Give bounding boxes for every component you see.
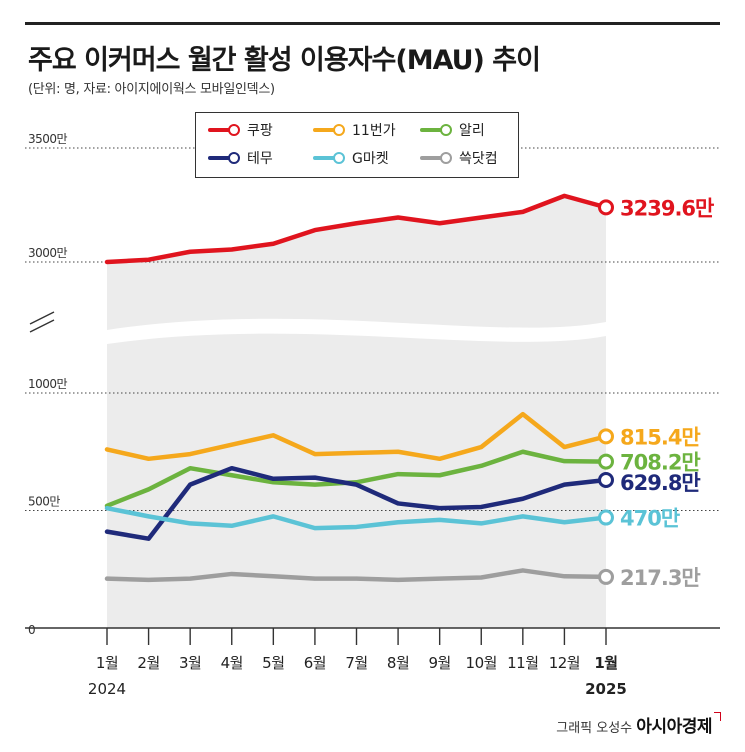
series-end-label: 3239.6만 [620,196,714,220]
legend-label: 쿠팡 [247,123,273,139]
series-line [104,465,609,541]
legend-swatch-icon [208,151,242,165]
legend-item: 테무 [208,148,273,168]
legend-label: 테무 [247,151,273,167]
x-tick-label: 1월 [594,654,617,672]
legend-item: 쿠팡 [208,120,273,140]
legend-item: 쓱닷컴 [420,148,498,168]
x-tick-label: 5월 [262,654,284,672]
series-line [104,411,609,462]
chart-title: 주요 이커머스 월간 활성 이용자수(MAU) 추이 [28,45,541,76]
series-end-marker [598,568,614,585]
top-rule [25,22,720,25]
x-tick-label: 1월 [96,654,118,672]
series-end-marker [598,509,614,526]
legend-swatch-icon [420,123,454,137]
legend-label: G마켓 [352,151,389,167]
series-line [104,505,609,531]
legend-swatch-icon [208,123,242,137]
series-lines [104,193,614,585]
axis-break-mark [29,311,55,325]
brand-name: 아시아경제 [636,717,712,737]
legend-swatch-icon [420,151,454,165]
x-tick-label: 8월 [387,654,409,672]
upper-panel-fill [107,195,606,330]
series-end-label: 217.3만 [620,566,700,590]
series-line [104,193,609,265]
axis-break-mark [29,319,55,333]
x-tick-label: 3월 [179,654,201,672]
legend-item: G마켓 [313,148,389,168]
series-end-marker [598,428,614,445]
credit: 그래픽 오성수 아시아경제 [556,712,721,737]
series-line [104,568,609,583]
series-end-marker [598,471,614,488]
y-tick-label: 3000만 [28,246,68,260]
series-end-label: 708.2만 [620,451,700,475]
x-tick-label: 11월 [507,654,538,672]
legend-item: 알리 [420,120,485,140]
legend-label: 알리 [459,123,485,139]
x-tick-label: 6월 [304,654,326,672]
year-label-start: 2024 [88,680,126,698]
legend-label: 11번가 [352,123,396,139]
x-tick-label: 12월 [549,654,580,672]
chart-subtitle: (단위: 명, 자료: 아이지에이웍스 모바일인덱스) [28,82,275,97]
legend-swatch-icon [313,151,347,165]
series-end-label: 470만 [620,507,680,531]
series-end-marker [598,199,614,216]
series-end-label: 815.4만 [620,425,700,449]
series-end-label: 629.8만 [620,471,700,495]
brand-mark-icon [714,712,721,721]
grid-lines [25,147,720,645]
y-tick-label: 0 [28,623,35,637]
legend-item: 11번가 [313,120,396,140]
series-end-marker [598,453,614,470]
x-tick-label: 4월 [221,654,243,672]
y-tick-label: 1000만 [28,377,68,391]
x-tick-label: 7월 [345,654,367,672]
x-tick-label: 9월 [428,654,450,672]
y-tick-label: 500만 [28,495,60,509]
axis-labels: 3500만 3000만 1000만 500만 0 1월 2월 3월 4월 5월 6월 7월 8월 9월 10… [28,132,627,698]
x-tick-label: 10월 [466,654,497,672]
legend-label: 쓱닷컴 [459,151,498,167]
y-tick-label: 3500만 [28,132,68,146]
x-tick-label: 2월 [137,654,159,672]
credit-text: 그래픽 오성수 [556,721,633,736]
legend-swatch-icon [313,123,347,137]
series-line [104,449,609,509]
year-label-end: 2025 [585,680,627,698]
chart-background [107,195,606,628]
